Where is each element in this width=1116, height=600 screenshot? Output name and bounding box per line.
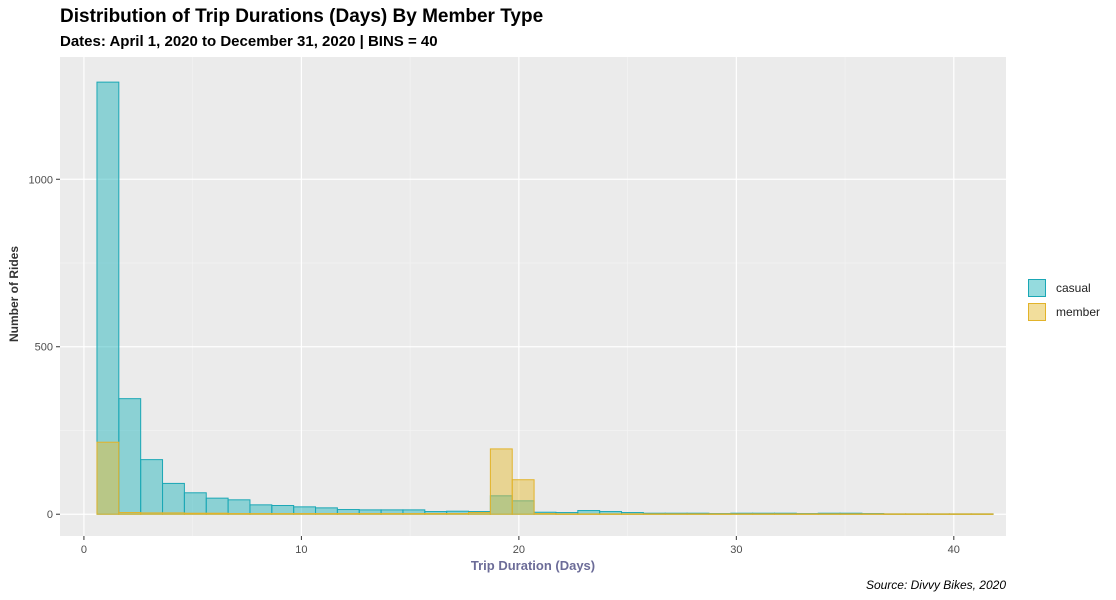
bar-member xyxy=(468,512,491,515)
legend-label-member: member xyxy=(1056,305,1101,319)
bar-member xyxy=(839,513,863,515)
chart-subtitle: Dates: April 1, 2020 to December 31, 202… xyxy=(60,33,438,50)
bar-casual xyxy=(249,504,273,515)
bar-member xyxy=(883,513,907,515)
legend-item-casual: casual xyxy=(1028,276,1100,300)
bar-member xyxy=(271,513,295,515)
bar-member xyxy=(686,513,710,515)
bar-member xyxy=(948,513,972,515)
bar-member xyxy=(752,513,776,515)
bar-member xyxy=(358,513,382,515)
bar-member xyxy=(861,513,885,515)
bar-member xyxy=(511,479,535,515)
bar-member xyxy=(140,512,164,515)
y-tick-label: 1000 xyxy=(29,174,53,186)
bar-casual xyxy=(271,505,295,515)
x-tick-label: 30 xyxy=(730,544,742,556)
axis-ticks: 0 10 20 30 40 0 500 1000 xyxy=(29,174,960,556)
bar-member xyxy=(664,513,688,515)
x-axis-title: Trip Duration (Days) xyxy=(470,558,596,573)
bar-member xyxy=(293,513,317,515)
bar-casual xyxy=(227,499,251,515)
bar-member xyxy=(315,513,338,515)
bar-member xyxy=(642,513,666,515)
bar-member xyxy=(817,513,841,515)
legend-label-casual: casual xyxy=(1056,281,1091,295)
y-tick-label: 500 xyxy=(35,342,53,354)
series-member xyxy=(96,441,994,515)
bar-member xyxy=(970,513,994,515)
bar-member xyxy=(774,513,797,515)
bar-casual xyxy=(162,482,185,515)
bar-member xyxy=(249,513,273,515)
bar-member xyxy=(555,513,579,515)
bar-member xyxy=(599,513,623,515)
legend-key-casual xyxy=(1028,279,1046,297)
bar-member xyxy=(205,512,229,515)
bar-casual xyxy=(205,497,229,515)
bar-member xyxy=(577,513,601,515)
bar-casual xyxy=(118,398,142,515)
legend: casual member xyxy=(1028,276,1100,324)
bar-member xyxy=(336,513,360,515)
bar-member xyxy=(621,513,644,515)
bar-member xyxy=(118,512,142,515)
y-axis-title-text: Number of Rides xyxy=(7,245,21,343)
bar-member xyxy=(402,513,426,515)
plot-panel xyxy=(60,57,1006,536)
legend-item-member: member xyxy=(1028,300,1100,324)
chart-caption: Source: Divvy Bikes, 2020 xyxy=(865,578,1006,592)
x-tick-label: 40 xyxy=(948,544,960,556)
bar-casual xyxy=(140,459,164,515)
bar-member xyxy=(162,512,185,515)
x-tick-label: 10 xyxy=(295,544,307,556)
bar-member xyxy=(905,513,928,515)
legend-key-member xyxy=(1028,303,1046,321)
x-tick-label: 20 xyxy=(513,544,525,556)
chart-title: Distribution of Trip Durations (Days) By… xyxy=(60,6,544,27)
bar-member xyxy=(227,513,251,515)
bar-casual xyxy=(183,492,207,515)
bar-member xyxy=(533,513,557,515)
bar-member xyxy=(708,513,732,515)
bar-member xyxy=(183,512,207,515)
bar-member xyxy=(730,513,754,515)
bar-member xyxy=(926,513,950,515)
bar-member xyxy=(424,513,448,515)
y-tick-label: 0 xyxy=(47,509,53,521)
x-tick-label: 0 xyxy=(81,544,87,556)
bar-member xyxy=(446,513,470,515)
bar-member xyxy=(795,513,819,515)
bar-member xyxy=(96,441,120,515)
bar-member xyxy=(489,448,513,515)
bar-member xyxy=(380,513,404,515)
